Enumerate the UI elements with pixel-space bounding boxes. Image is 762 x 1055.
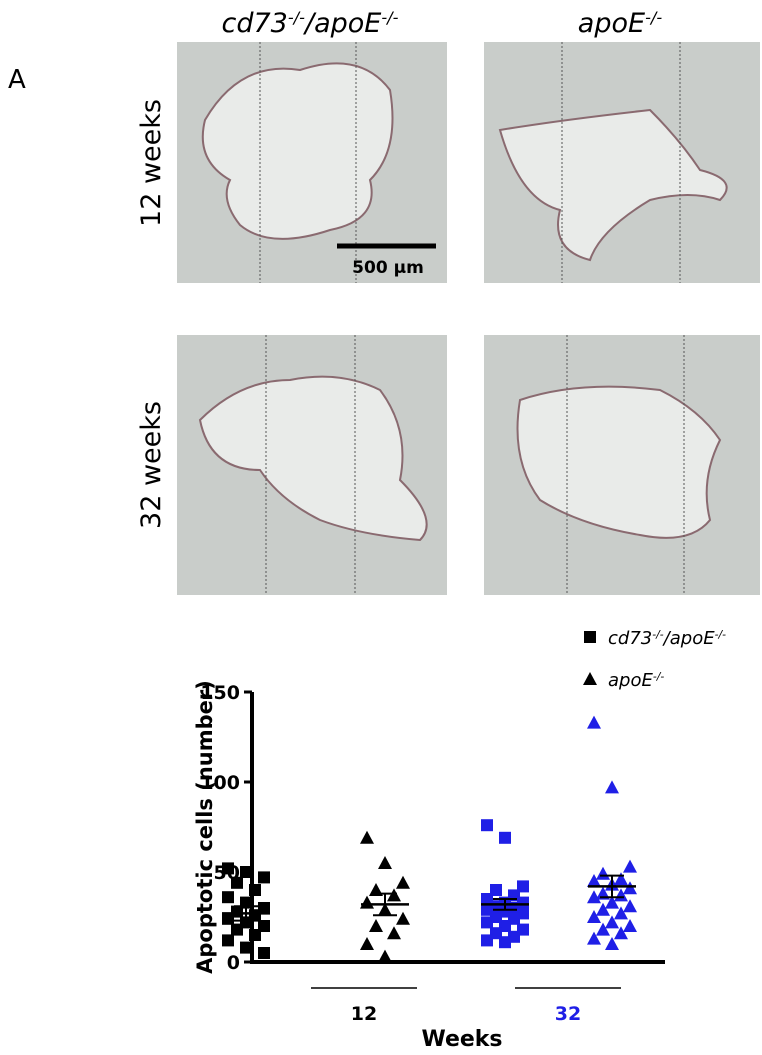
error-bar [600,874,624,899]
data-point [222,912,234,925]
text-part: apoE [578,8,645,39]
column-header: apoE-/- [578,8,663,40]
data-point [499,936,511,949]
data-point [623,859,637,873]
data-point [249,884,261,896]
data-point [258,871,270,884]
legend-marker [584,631,596,643]
data-point [240,941,252,954]
legend-label: apoE-/- [608,670,664,692]
data-point [396,875,410,889]
data-point [360,895,374,909]
legend-label: cd73-/-/apoE-/- [608,628,726,650]
superscript: -/- [653,670,665,683]
data-point [587,910,601,923]
data-point [499,831,511,844]
data-point [249,929,261,941]
error-bar [234,905,258,922]
legend-marker [583,672,597,685]
vessel [198,375,428,542]
data-point [231,923,243,936]
panel-label: A [8,65,26,95]
text-part: apoE [608,670,653,691]
y-axis-label: Apoptotic cells (number) [193,680,217,974]
data-point [614,926,628,940]
data-point [587,931,601,945]
x-tick-label: 12 [351,1003,377,1025]
micrographs: 500 µm [177,42,760,595]
data-point [587,715,601,729]
data-point [614,872,628,886]
data-point [614,906,628,920]
text-part: cd73 [608,628,652,649]
data-point [587,874,601,887]
chart: 050100150Apoptotic cells (number)Weeks12… [193,628,726,1053]
data-point [596,902,610,916]
data-point [222,934,234,947]
data-point [596,866,610,880]
data-point [387,888,401,902]
vessel [201,62,394,240]
data-point [623,881,637,895]
vessel [516,385,722,539]
data-point [481,916,493,929]
data-point [605,895,619,909]
data-point [605,937,619,950]
error-bar [493,898,517,911]
data-point [222,862,234,875]
superscript: -/- [381,8,398,27]
data-point [360,830,374,844]
row-label: 12 weeks [136,99,167,227]
superscript: -/- [288,8,305,27]
data-point [596,922,610,936]
y-tick-label: 150 [200,682,240,704]
data-point [387,926,401,940]
text-part: /apoE [303,8,381,39]
data-point [481,819,493,832]
column-header: cd73-/-/apoE-/- [222,8,399,40]
data-point [258,947,270,959]
data-point [222,891,234,904]
data-point [623,899,637,913]
row-label: 32 weeks [136,401,167,529]
data-point [396,911,410,925]
data-point [360,937,374,950]
data-point [378,949,392,963]
data-point [587,890,601,904]
text-part: /apoE [662,628,716,649]
text-part: cd73 [222,8,288,39]
superscript: -/- [645,8,662,27]
scale-bar-label: 500 µm [352,258,424,278]
vessel [498,108,728,262]
y-tick-label: 0 [227,952,240,974]
x-tick-label: 32 [555,1003,581,1025]
error-bar [373,892,397,917]
data-point [623,919,637,932]
superscript: -/- [652,628,664,641]
data-point [481,934,493,947]
y-tick-label: 100 [200,772,240,794]
superscript: -/- [715,628,727,641]
data-point [378,856,392,869]
data-point [240,866,252,878]
data-point [231,876,243,889]
x-axis-label: Weeks [421,1027,502,1050]
data-point [605,915,619,929]
data-point [605,780,619,794]
data-point [369,919,383,932]
